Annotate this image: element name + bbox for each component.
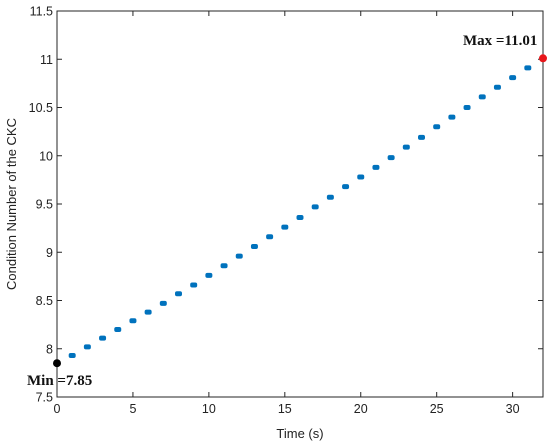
y-tick-label: 11 xyxy=(40,53,53,67)
data-point xyxy=(326,194,334,200)
data-point xyxy=(250,243,258,249)
x-tick-label: 0 xyxy=(54,402,61,416)
data-point xyxy=(83,344,91,350)
data-point xyxy=(372,164,380,170)
y-tick-label: 10.5 xyxy=(29,101,53,115)
data-point xyxy=(509,75,517,81)
x-tick-label: 20 xyxy=(354,402,368,416)
y-tick-label: 8.5 xyxy=(36,294,53,308)
y-tick-label: 8 xyxy=(46,342,53,356)
data-point xyxy=(175,291,182,297)
y-tick-label: 9 xyxy=(46,246,53,260)
data-point xyxy=(342,184,350,190)
max-annotation: Max =11.01 xyxy=(463,33,537,49)
data-point xyxy=(205,272,213,278)
x-tick-label: 5 xyxy=(129,402,136,416)
data-point xyxy=(402,144,410,150)
data-point xyxy=(493,84,501,90)
x-tick-label: 30 xyxy=(506,402,520,416)
data-point xyxy=(311,204,319,210)
data-point xyxy=(463,105,471,110)
data-point xyxy=(433,124,441,130)
x-axis-label: Time (s) xyxy=(276,426,323,441)
data-point xyxy=(296,215,304,221)
plot-area xyxy=(56,10,544,398)
min-annotation: Min =7.85 xyxy=(27,373,92,389)
data-point xyxy=(524,65,532,71)
data-point xyxy=(235,253,243,259)
y-axis-label: Condition Number of the CKC xyxy=(4,118,19,290)
data-point xyxy=(266,234,274,240)
data-point xyxy=(418,134,425,140)
data-point xyxy=(144,309,152,315)
x-tick-label: 25 xyxy=(430,402,444,416)
max-marker xyxy=(539,54,547,63)
y-tick-label: 10 xyxy=(39,149,53,163)
x-tick-label: 10 xyxy=(202,402,216,416)
data-point xyxy=(281,224,289,230)
y-tick-label: 11.5 xyxy=(30,5,53,19)
y-tick-label: 7.5 xyxy=(36,391,53,405)
extreme-markers xyxy=(53,54,547,368)
data-point xyxy=(190,282,198,288)
data-points xyxy=(68,65,532,359)
data-point xyxy=(357,174,365,180)
data-point xyxy=(220,263,228,269)
data-point xyxy=(99,335,107,341)
ticks: 0 5 10 15 20 25 30 7.5 8 8.5 9 9.5 10 10.5 11 11.5 xyxy=(29,5,543,416)
data-point xyxy=(114,326,122,332)
y-tick-label: 9.5 xyxy=(36,198,53,212)
data-point xyxy=(68,353,76,359)
data-point xyxy=(478,94,486,100)
min-marker xyxy=(53,359,61,368)
data-point xyxy=(129,318,137,324)
x-tick-label: 15 xyxy=(278,402,292,416)
data-point xyxy=(387,155,395,161)
data-point xyxy=(159,300,167,306)
data-point xyxy=(448,114,456,120)
